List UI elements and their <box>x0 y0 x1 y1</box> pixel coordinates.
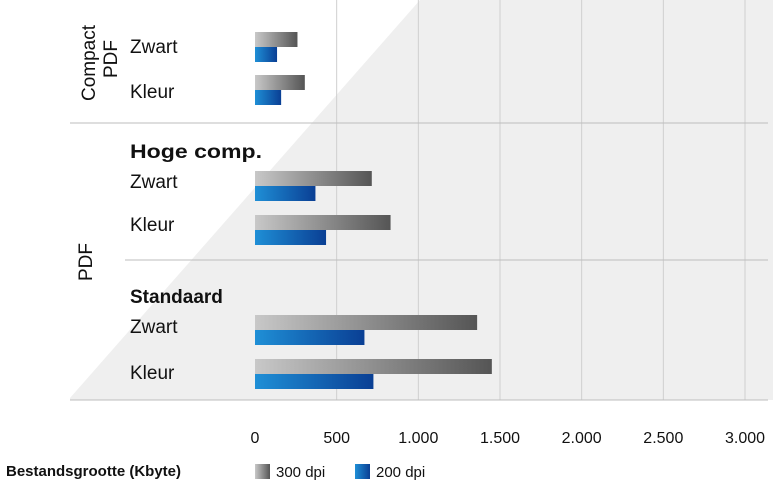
legend-swatch-200dpi <box>355 464 370 479</box>
category-labels: Zwart Kleur Zwart Kleur Zwart Kleur Hoge comp.… <box>76 24 262 384</box>
bars <box>255 32 492 389</box>
category-label: Zwart <box>130 172 178 193</box>
category-label: Zwart <box>130 37 178 58</box>
background-wedge <box>70 0 773 400</box>
category-label: Kleur <box>130 363 175 384</box>
bar-300dpi <box>255 315 478 330</box>
category-label: Kleur <box>130 215 175 236</box>
x-tick-label: 2.500 <box>643 430 683 447</box>
category-label: Zwart <box>130 317 178 338</box>
bar-300dpi <box>255 215 391 230</box>
bar-200dpi <box>255 186 316 201</box>
x-tick-label: 0 <box>251 430 260 447</box>
legend-swatch-300dpi <box>255 464 270 479</box>
group-label: PDF <box>76 243 97 281</box>
legend-label-200dpi: 200 dpi <box>376 464 425 481</box>
bar-200dpi <box>255 90 282 105</box>
category-label: Kleur <box>130 82 175 103</box>
x-tick-label: 2.000 <box>562 430 602 447</box>
bar-200dpi <box>255 47 278 62</box>
bar-300dpi <box>255 75 305 90</box>
legend-label-300dpi: 300 dpi <box>276 464 325 481</box>
subgroup-title: Hoge comp. <box>130 142 262 163</box>
bar-300dpi <box>255 359 492 374</box>
group-separators <box>70 122 768 401</box>
bar-200dpi <box>255 374 374 389</box>
x-tick-label: 3.000 <box>725 430 765 447</box>
legend: Bestandsgrootte (Kbyte) 300 dpi 200 dpi <box>6 463 425 481</box>
subgroup-title: Standaard <box>130 287 223 308</box>
x-tick-labels: 0 500 1.000 1.500 2.000 2.500 3.000 <box>251 430 766 447</box>
group-label: Compact <box>79 24 100 101</box>
bar-300dpi <box>255 32 298 47</box>
x-tick-label: 500 <box>323 430 350 447</box>
bar-300dpi <box>255 171 372 186</box>
x-tick-label: 1.500 <box>480 430 520 447</box>
x-axis-title: Bestandsgrootte (Kbyte) <box>6 463 181 480</box>
x-tick-label: 1.000 <box>398 430 438 447</box>
group-label: PDF <box>101 40 122 78</box>
bar-200dpi <box>255 230 327 245</box>
bar-200dpi <box>255 330 365 345</box>
